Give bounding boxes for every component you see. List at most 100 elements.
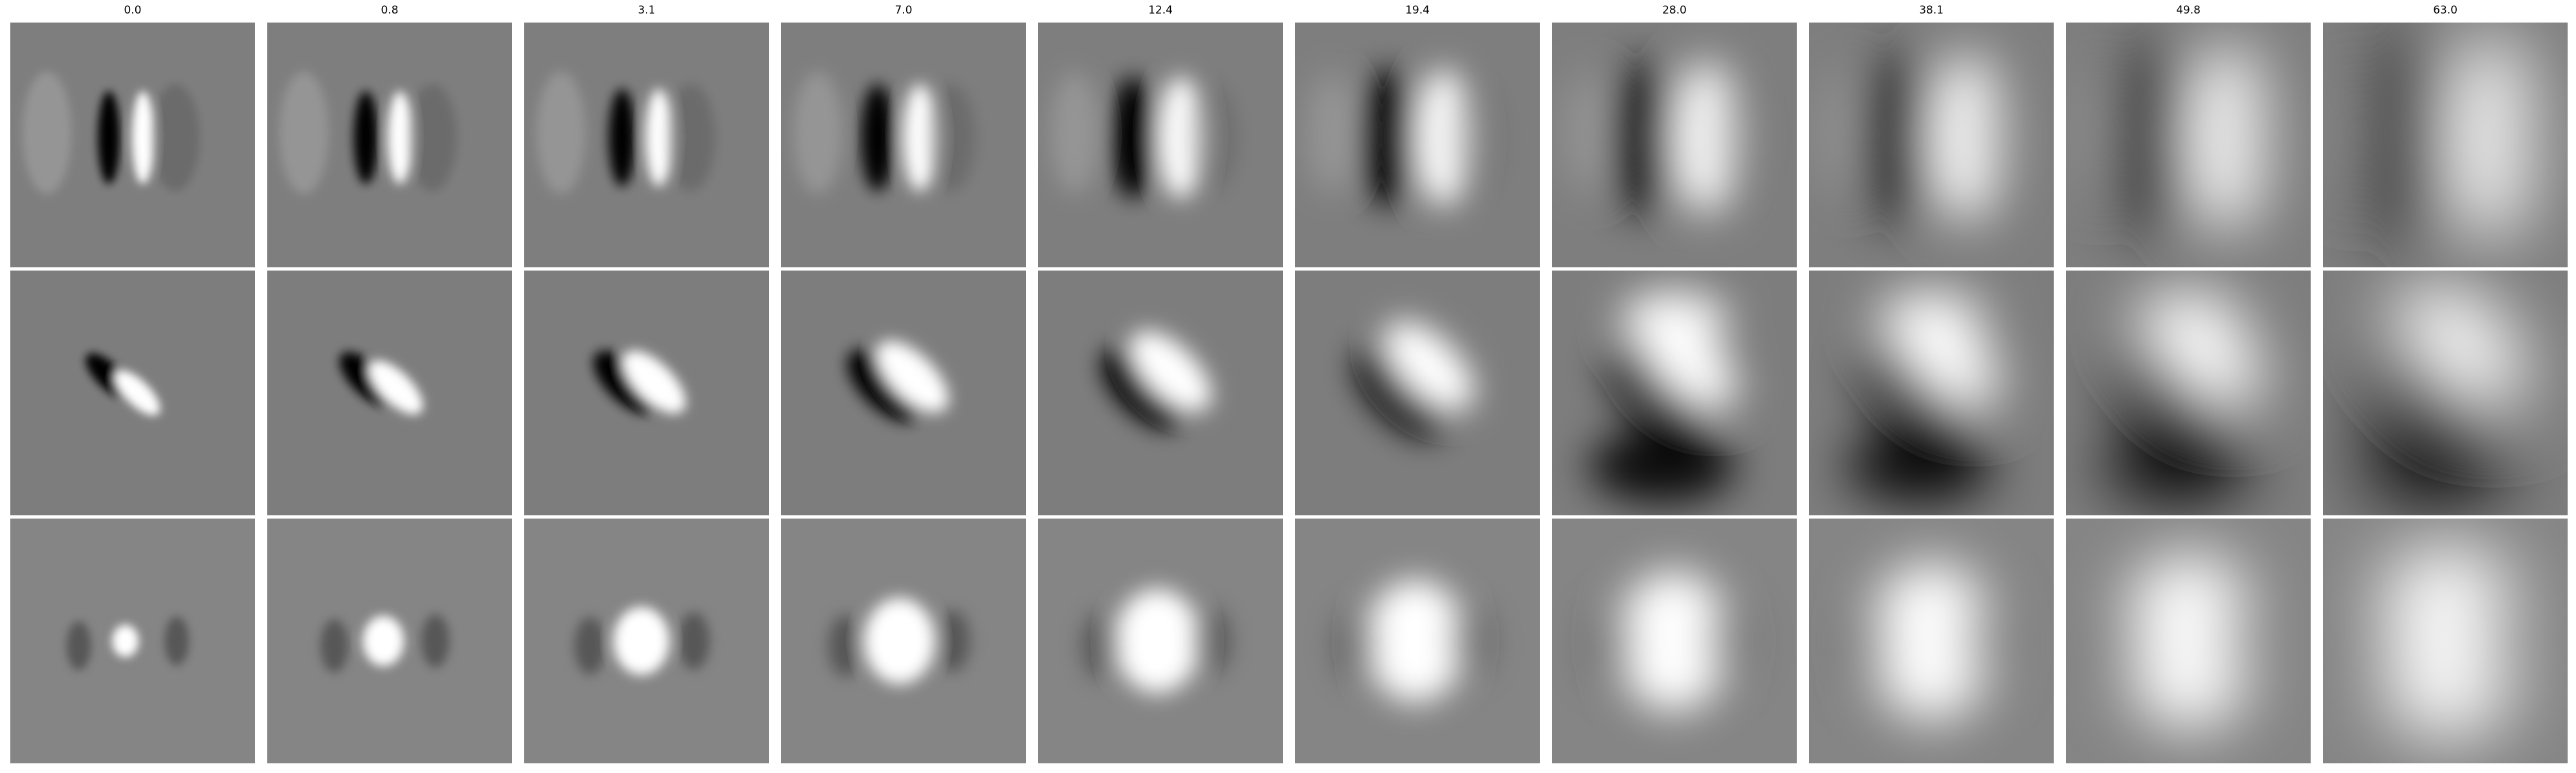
filter-panel-r1-c7 bbox=[1809, 271, 2054, 515]
dark-lobe bbox=[1336, 610, 1378, 682]
filter-image bbox=[1038, 23, 1283, 267]
filter-panel-r2-c0 bbox=[10, 519, 255, 763]
filter-panel-r0-c0 bbox=[10, 23, 255, 267]
dark-lobe bbox=[1709, 84, 1758, 192]
bright-lobe bbox=[876, 340, 949, 413]
filter-image bbox=[524, 519, 769, 763]
column-label: 19.4 bbox=[1405, 4, 1430, 17]
filter-panel-r0-c4 bbox=[1038, 23, 1283, 267]
bright-lobe bbox=[1365, 580, 1466, 702]
bright-lobe bbox=[793, 72, 842, 194]
dark-lobe bbox=[1609, 346, 1708, 445]
dark-lobe bbox=[2352, 602, 2407, 690]
dark-lobe bbox=[2098, 604, 2149, 688]
filter-image bbox=[10, 271, 255, 515]
bright-lobe bbox=[2078, 72, 2127, 194]
dark-lobe bbox=[2490, 84, 2539, 192]
filter-panel-r2-c1 bbox=[267, 519, 512, 763]
filter-panel-r0-c8 bbox=[2066, 23, 2311, 267]
bright-lobe bbox=[1867, 562, 1996, 720]
filter-image bbox=[524, 271, 769, 515]
bright-lobe bbox=[903, 84, 936, 192]
filter-image bbox=[1552, 519, 1797, 763]
bright-lobe bbox=[1130, 330, 1211, 412]
filter-panel-r1-c9 bbox=[2323, 271, 2568, 515]
filter-image bbox=[2066, 519, 2311, 763]
dark-lobe bbox=[1186, 84, 1235, 192]
dark-lobe bbox=[1590, 608, 1634, 683]
column-label: 0.8 bbox=[381, 4, 399, 17]
dark-lobe bbox=[593, 350, 656, 414]
column-label: 0.0 bbox=[124, 4, 142, 17]
filter-image bbox=[267, 271, 512, 515]
bright-lobe bbox=[2117, 553, 2262, 729]
bright-lobe bbox=[536, 72, 585, 194]
filter-image bbox=[524, 23, 769, 267]
dark-lobe bbox=[164, 616, 189, 665]
dark-lobe bbox=[935, 609, 970, 673]
bright-lobe bbox=[1564, 72, 1613, 194]
filter-image bbox=[267, 23, 512, 267]
filter-image bbox=[781, 23, 1026, 267]
dark-lobe bbox=[1082, 613, 1121, 680]
dark-lobe bbox=[1111, 76, 1155, 199]
filter-image bbox=[2066, 271, 2311, 515]
filter-panel-r2-c2 bbox=[524, 519, 769, 763]
column-label: 63.0 bbox=[2433, 4, 2458, 17]
dark-lobe bbox=[861, 84, 895, 192]
dark-lobe bbox=[1844, 606, 1892, 686]
bright-lobe bbox=[623, 350, 686, 414]
dark-lobe bbox=[1589, 430, 1736, 503]
dark-lobe bbox=[1192, 607, 1230, 674]
dark-lobe bbox=[2112, 44, 2195, 231]
filter-image bbox=[1038, 271, 1283, 515]
filter-panel-r1-c3 bbox=[781, 271, 1026, 515]
bright-lobe bbox=[2335, 72, 2384, 194]
filter-panel-r0-c1 bbox=[267, 23, 512, 267]
dark-lobe bbox=[2103, 430, 2249, 503]
column-label: 3.1 bbox=[638, 4, 656, 17]
column-label: 12.4 bbox=[1148, 4, 1173, 17]
filter-image bbox=[781, 519, 1026, 763]
filter-panel-r1-c0 bbox=[10, 271, 255, 515]
filter-panel-r2-c8 bbox=[2066, 519, 2311, 763]
dark-lobe bbox=[320, 619, 348, 673]
dark-lobe bbox=[574, 616, 606, 675]
bright-lobe bbox=[864, 598, 935, 684]
bright-lobe bbox=[1115, 589, 1200, 693]
dark-lobe bbox=[1963, 601, 2011, 681]
dark-lobe bbox=[408, 84, 457, 192]
dark-lobe bbox=[2477, 596, 2531, 685]
filter-image bbox=[1295, 271, 1540, 515]
bright-lobe bbox=[1307, 72, 1356, 194]
column-label: 38.1 bbox=[1919, 4, 1944, 17]
dark-lobe bbox=[847, 349, 920, 422]
filter-panel-r1-c1 bbox=[267, 271, 512, 515]
filter-panel-r1-c5 bbox=[1295, 271, 1540, 515]
dark-lobe bbox=[1861, 54, 1936, 221]
bright-lobe bbox=[2368, 544, 2527, 738]
filter-image bbox=[2323, 23, 2568, 267]
bright-lobe bbox=[23, 72, 71, 194]
dark-lobe bbox=[666, 84, 715, 192]
filter-image bbox=[2066, 23, 2311, 267]
dark-lobe bbox=[2228, 84, 2278, 192]
bright-lobe bbox=[112, 624, 139, 658]
filter-panel-r0-c6 bbox=[1552, 23, 1797, 267]
dark-lobe bbox=[66, 621, 91, 671]
filter-panel-r0-c2 bbox=[524, 23, 769, 267]
filter-image bbox=[267, 519, 512, 763]
dark-lobe bbox=[1447, 84, 1497, 192]
dark-lobe bbox=[2360, 430, 2506, 503]
filter-image bbox=[1552, 23, 1797, 267]
dark-lobe bbox=[678, 612, 710, 670]
filter-panel-r2-c9 bbox=[2323, 519, 2568, 763]
filter-panel-r0-c7 bbox=[1809, 23, 2054, 267]
dark-lobe bbox=[2116, 343, 2233, 461]
dark-lobe bbox=[1360, 69, 1416, 206]
filter-image bbox=[1809, 23, 2054, 267]
bright-lobe bbox=[368, 360, 423, 415]
dark-lobe bbox=[1968, 84, 2018, 192]
dark-lobe bbox=[1706, 603, 1750, 679]
filter-panel-r2-c5 bbox=[1295, 519, 1540, 763]
